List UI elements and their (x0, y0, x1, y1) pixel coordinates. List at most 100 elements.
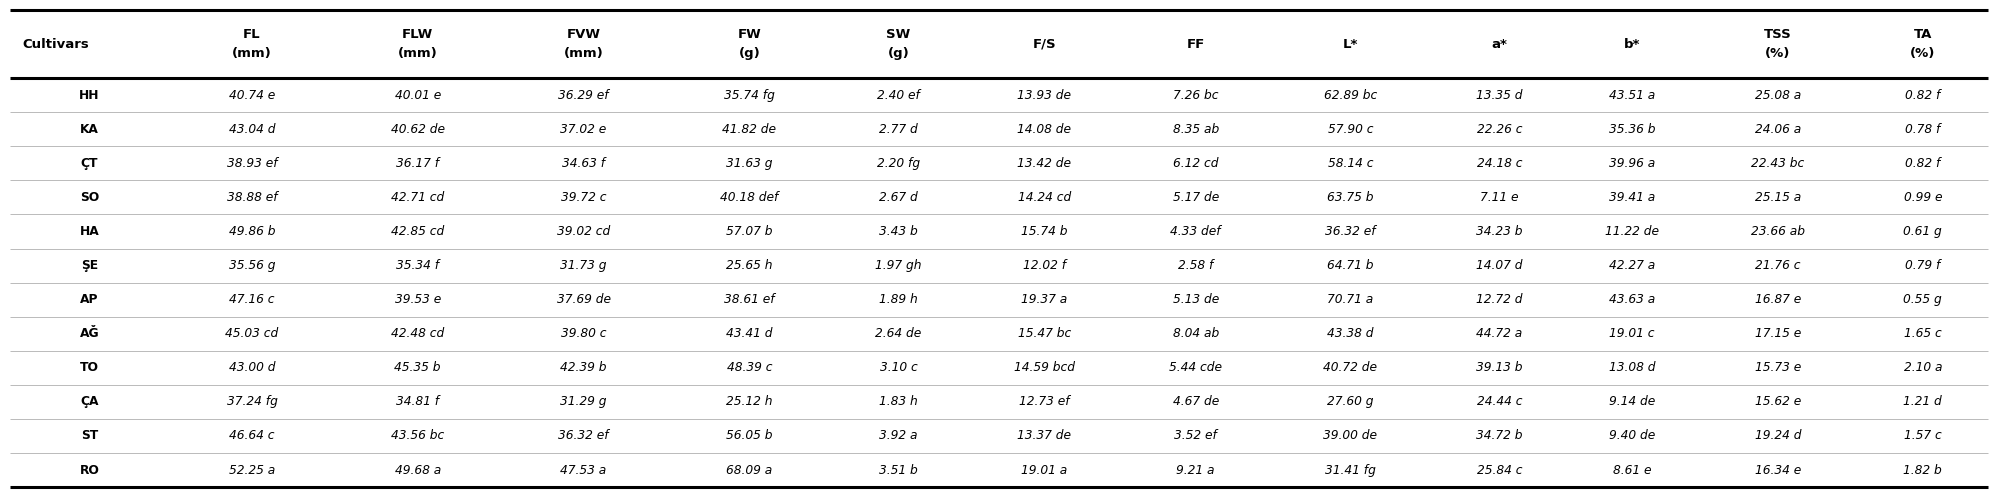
Text: 68.09 a: 68.09 a (725, 464, 773, 477)
Text: 40.01 e: 40.01 e (396, 88, 442, 102)
Text: SW: SW (887, 28, 911, 41)
Text: 21.76 c: 21.76 c (1756, 259, 1800, 272)
Text: 24.44 c: 24.44 c (1477, 395, 1522, 409)
Text: 5.17 de: 5.17 de (1173, 191, 1219, 204)
Text: 49.68 a: 49.68 a (396, 464, 442, 477)
Text: 5.44 cde: 5.44 cde (1169, 361, 1223, 374)
Text: 12.73 ef: 12.73 ef (1019, 395, 1069, 409)
Text: a*: a* (1493, 37, 1508, 51)
Text: 39.80 c: 39.80 c (561, 327, 605, 340)
Text: 15.73 e: 15.73 e (1754, 361, 1800, 374)
Text: 43.51 a: 43.51 a (1608, 88, 1654, 102)
Text: 43.63 a: 43.63 a (1608, 293, 1654, 306)
Text: 43.04 d: 43.04 d (228, 123, 276, 136)
Text: 14.08 de: 14.08 de (1017, 123, 1071, 136)
Text: 39.41 a: 39.41 a (1608, 191, 1654, 204)
Text: 42.85 cd: 42.85 cd (392, 225, 444, 238)
Text: 0.99 e: 0.99 e (1904, 191, 1942, 204)
Text: 1.82 b: 1.82 b (1904, 464, 1942, 477)
Text: ST: ST (82, 429, 98, 442)
Text: 2.10 a: 2.10 a (1904, 361, 1942, 374)
Text: 39.13 b: 39.13 b (1477, 361, 1522, 374)
Text: 25.08 a: 25.08 a (1754, 88, 1800, 102)
Text: 39.53 e: 39.53 e (396, 293, 442, 306)
Text: 0.79 f: 0.79 f (1906, 259, 1940, 272)
Text: (mm): (mm) (563, 47, 603, 60)
Text: 58.14 c: 58.14 c (1327, 157, 1373, 170)
Text: 24.06 a: 24.06 a (1754, 123, 1800, 136)
Text: 8.61 e: 8.61 e (1612, 464, 1652, 477)
Text: 43.38 d: 43.38 d (1327, 327, 1375, 340)
Text: 16.87 e: 16.87 e (1754, 293, 1800, 306)
Text: FW: FW (737, 28, 761, 41)
Text: 35.56 g: 35.56 g (228, 259, 276, 272)
Text: 45.35 b: 45.35 b (394, 361, 442, 374)
Text: 38.61 ef: 38.61 ef (723, 293, 775, 306)
Text: 63.75 b: 63.75 b (1327, 191, 1375, 204)
Text: 36.29 ef: 36.29 ef (557, 88, 609, 102)
Text: AP: AP (80, 293, 98, 306)
Text: 34.81 f: 34.81 f (396, 395, 440, 409)
Text: TO: TO (80, 361, 100, 374)
Text: 1.89 h: 1.89 h (879, 293, 917, 306)
Text: L*: L* (1343, 37, 1359, 51)
Text: 70.71 a: 70.71 a (1327, 293, 1373, 306)
Text: 34.23 b: 34.23 b (1477, 225, 1522, 238)
Text: b*: b* (1624, 37, 1640, 51)
Text: 6.12 cd: 6.12 cd (1173, 157, 1219, 170)
Text: 31.41 fg: 31.41 fg (1325, 464, 1377, 477)
Text: 36.17 f: 36.17 f (396, 157, 440, 170)
Text: 14.24 cd: 14.24 cd (1017, 191, 1071, 204)
Text: 35.74 fg: 35.74 fg (723, 88, 775, 102)
Text: 49.86 b: 49.86 b (228, 225, 276, 238)
Text: 19.01 a: 19.01 a (1021, 464, 1067, 477)
Text: TSS: TSS (1764, 28, 1792, 41)
Text: 42.39 b: 42.39 b (559, 361, 607, 374)
Text: FL: FL (244, 28, 262, 41)
Text: 38.93 ef: 38.93 ef (226, 157, 278, 170)
Text: AĞ: AĞ (80, 327, 100, 340)
Text: 45.03 cd: 45.03 cd (226, 327, 278, 340)
Text: 1.21 d: 1.21 d (1904, 395, 1942, 409)
Text: 47.53 a: 47.53 a (559, 464, 607, 477)
Text: 25.12 h: 25.12 h (725, 395, 773, 409)
Text: 39.02 cd: 39.02 cd (557, 225, 609, 238)
Text: (mm): (mm) (398, 47, 438, 60)
Text: 56.05 b: 56.05 b (725, 429, 773, 442)
Text: 16.34 e: 16.34 e (1754, 464, 1800, 477)
Text: 3.51 b: 3.51 b (879, 464, 917, 477)
Text: TA: TA (1914, 28, 1932, 41)
Text: 8.04 ab: 8.04 ab (1173, 327, 1219, 340)
Text: 57.90 c: 57.90 c (1327, 123, 1373, 136)
Text: 52.25 a: 52.25 a (230, 464, 276, 477)
Text: 57.07 b: 57.07 b (725, 225, 773, 238)
Text: 9.21 a: 9.21 a (1177, 464, 1215, 477)
Text: 13.42 de: 13.42 de (1017, 157, 1071, 170)
Text: 41.82 de: 41.82 de (721, 123, 777, 136)
Text: 2.58 f: 2.58 f (1179, 259, 1213, 272)
Text: 39.72 c: 39.72 c (561, 191, 605, 204)
Text: ŞE: ŞE (82, 259, 98, 272)
Text: HH: HH (80, 88, 100, 102)
Text: 24.18 c: 24.18 c (1477, 157, 1522, 170)
Text: 19.37 a: 19.37 a (1021, 293, 1067, 306)
Text: 4.67 de: 4.67 de (1173, 395, 1219, 409)
Text: 22.26 c: 22.26 c (1477, 123, 1522, 136)
Text: 39.96 a: 39.96 a (1608, 157, 1654, 170)
Text: 34.63 f: 34.63 f (561, 157, 605, 170)
Text: 25.65 h: 25.65 h (725, 259, 773, 272)
Text: 43.56 bc: 43.56 bc (392, 429, 444, 442)
Text: 64.71 b: 64.71 b (1327, 259, 1375, 272)
Text: (%): (%) (1766, 47, 1790, 60)
Text: Cultivars: Cultivars (22, 37, 90, 51)
Text: 0.78 f: 0.78 f (1906, 123, 1940, 136)
Text: FVW: FVW (567, 28, 601, 41)
Text: 40.18 def: 40.18 def (719, 191, 779, 204)
Text: 3.10 c: 3.10 c (879, 361, 917, 374)
Text: 15.74 b: 15.74 b (1021, 225, 1067, 238)
Text: 2.40 ef: 2.40 ef (877, 88, 919, 102)
Text: (g): (g) (739, 47, 759, 60)
Text: 37.24 fg: 37.24 fg (226, 395, 278, 409)
Text: 31.29 g: 31.29 g (559, 395, 607, 409)
Text: ÇT: ÇT (80, 157, 98, 170)
